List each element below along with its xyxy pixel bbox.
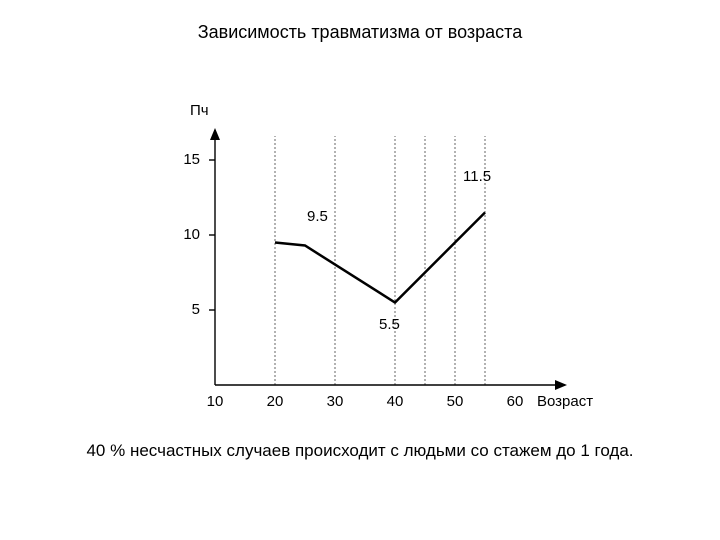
annot-9-5: 9.5 bbox=[307, 208, 328, 225]
y-tick-5: 5 bbox=[170, 301, 200, 318]
chart: Пч 15 10 5 10 20 30 40 50 60 Возраст 9.5… bbox=[160, 95, 600, 425]
annot-5-5: 5.5 bbox=[379, 316, 400, 333]
x-tick-10: 10 bbox=[200, 393, 230, 410]
chart-title: Зависимость травматизма от возраста bbox=[0, 22, 720, 43]
y-tick-15: 15 bbox=[170, 151, 200, 168]
x-tick-60: 60 bbox=[500, 393, 530, 410]
x-axis-label: Возраст bbox=[537, 393, 593, 410]
x-tick-50: 50 bbox=[440, 393, 470, 410]
x-tick-20: 20 bbox=[260, 393, 290, 410]
y-tick-10: 10 bbox=[170, 226, 200, 243]
footer-text: 40 % несчастных случаев происходит с люд… bbox=[0, 441, 720, 461]
x-tick-30: 30 bbox=[320, 393, 350, 410]
y-axis-label: Пч bbox=[190, 102, 209, 119]
annot-11-5: 11.5 bbox=[463, 168, 491, 185]
page: Зависимость травматизма от возраста Пч 1… bbox=[0, 0, 720, 540]
chart-svg bbox=[160, 95, 600, 425]
x-tick-40: 40 bbox=[380, 393, 410, 410]
